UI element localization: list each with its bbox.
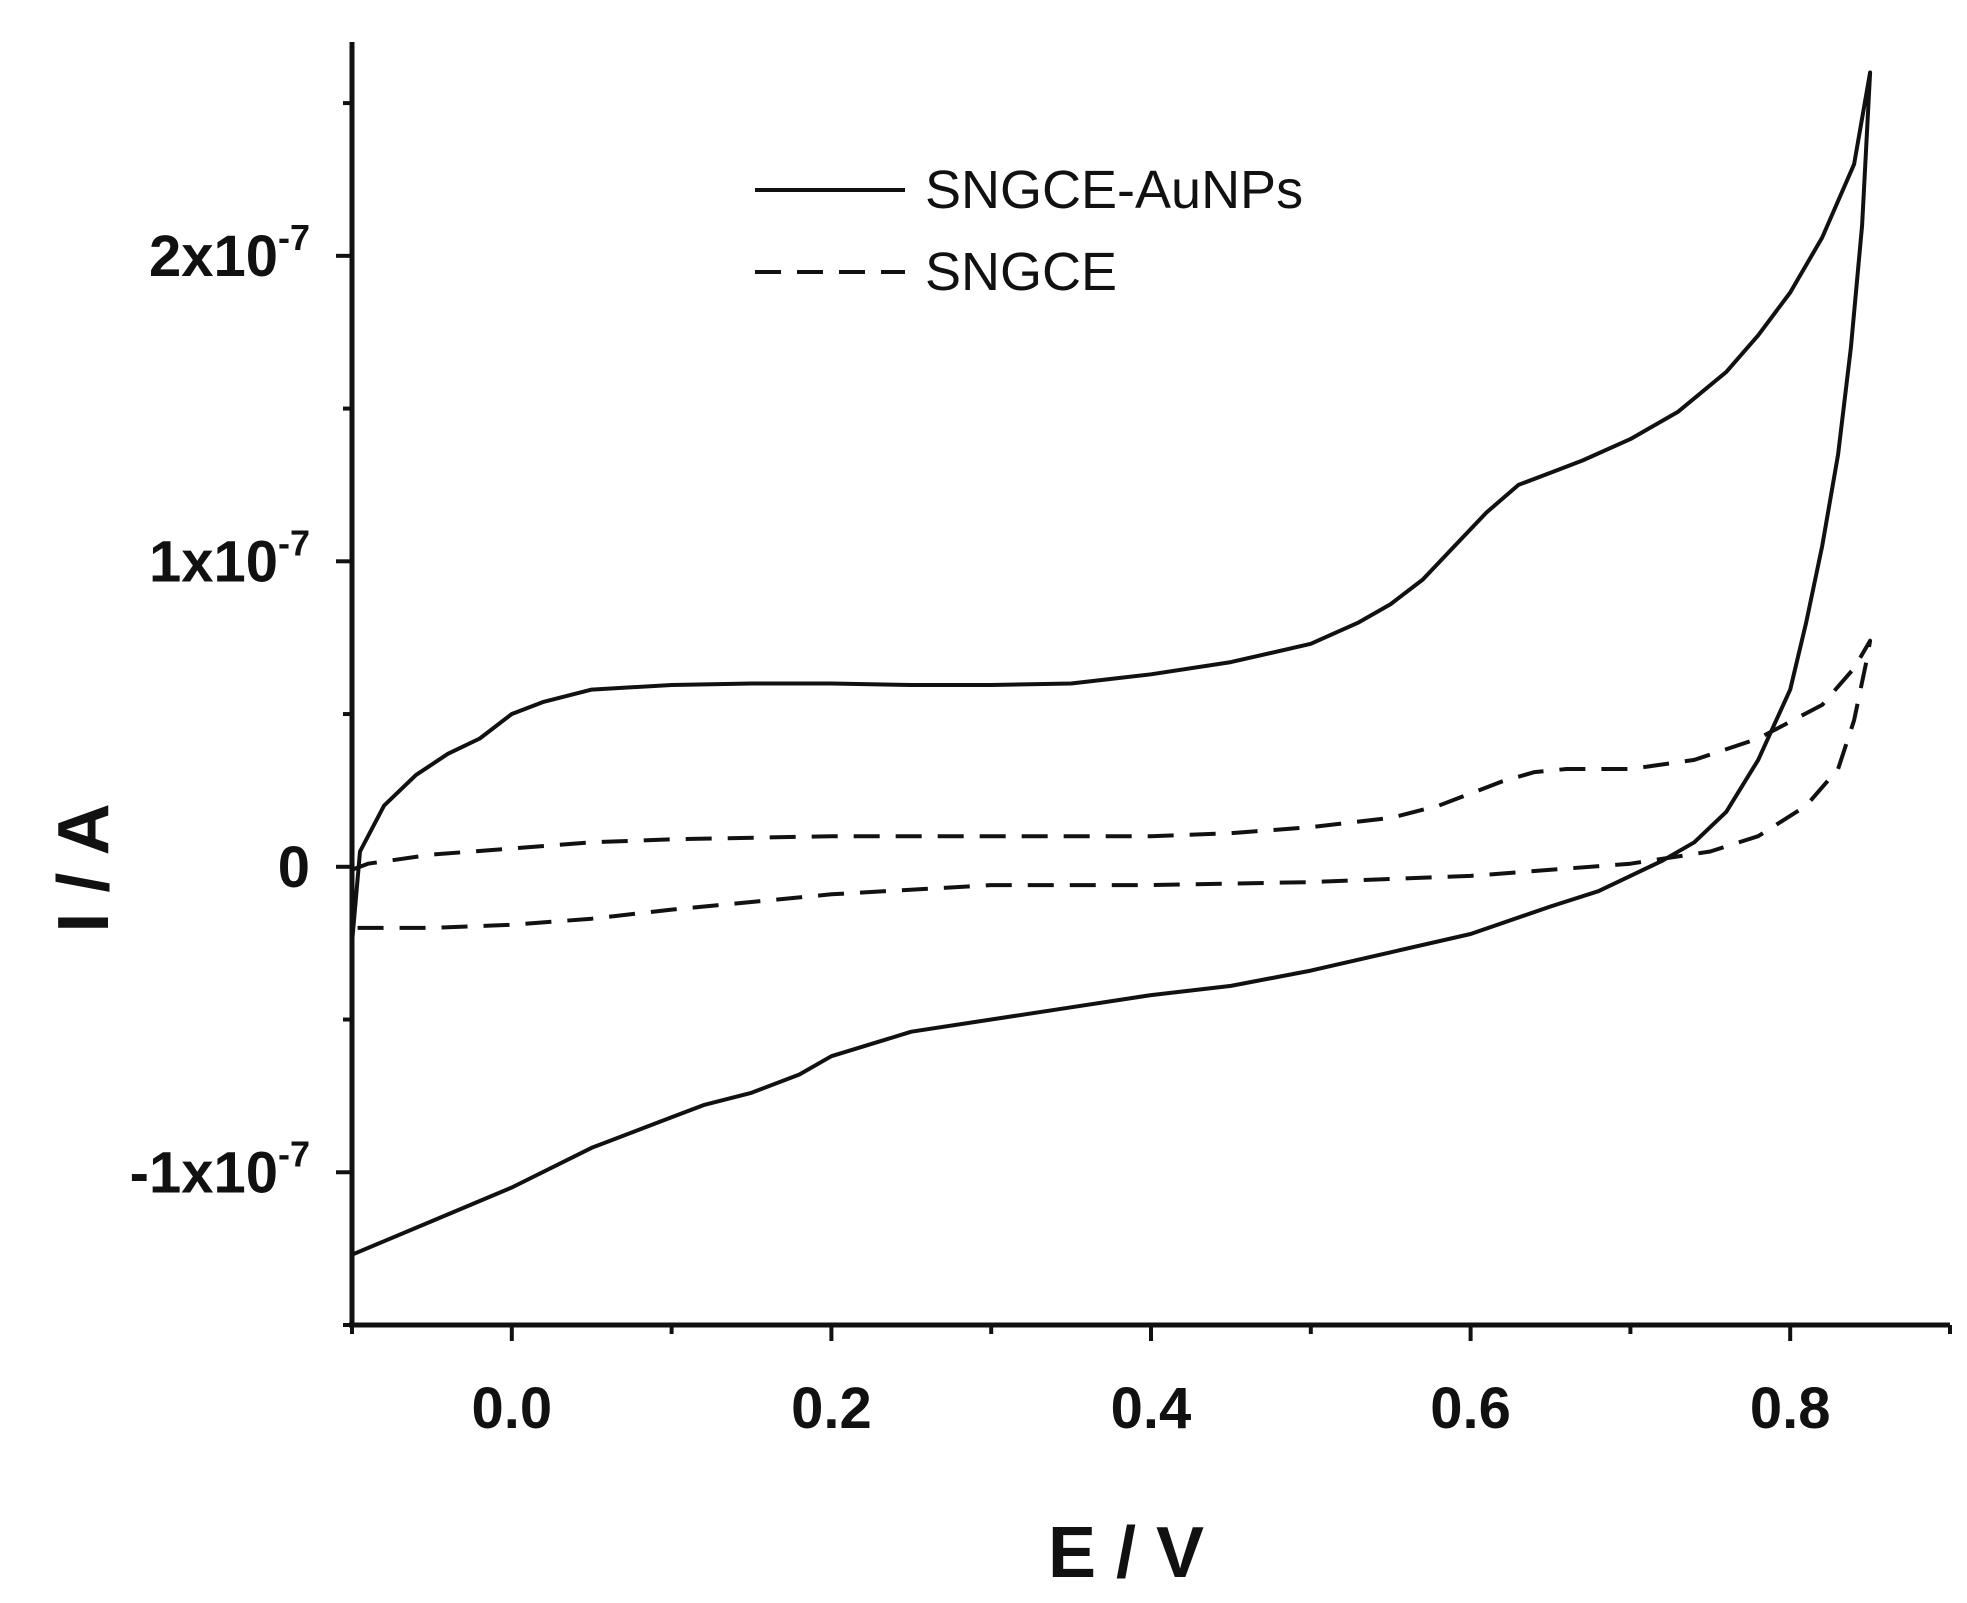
legend-label: SNGCE-AuNPs [925, 160, 1303, 220]
plot-lines [350, 70, 1873, 1257]
y-tick-exponent: -7 [278, 522, 310, 563]
y-tick-label: 0 [278, 835, 310, 900]
y-tick-mantissa: 2x10 [149, 224, 278, 289]
x-axis-title: E / V [1048, 1513, 1204, 1593]
x-tick-label: 0.2 [791, 1376, 872, 1441]
x-tick-label: 0.8 [1750, 1376, 1831, 1441]
series-line-sngce-aunps [350, 70, 1873, 1257]
y-tick-label: 2x10-7 [149, 217, 310, 289]
x-tick-group: 0.0 0.2 0.4 0.6 0.8 [350, 1325, 1952, 1441]
y-tick-mantissa: 0 [278, 835, 310, 900]
y-tick-label: 1x10-7 [149, 522, 310, 594]
y-tick-label: -1x10-7 [130, 1133, 310, 1205]
y-tick-mantissa: 1x10 [149, 529, 278, 594]
y-tick-exponent: -7 [278, 217, 310, 258]
x-tick-label: 0.0 [471, 1376, 552, 1441]
legend: SNGCE-AuNPs SNGCE [755, 160, 1303, 302]
series-line-sngce [351, 638, 1873, 930]
legend-label: SNGCE [925, 242, 1117, 302]
y-axis-title: I / A [44, 803, 124, 932]
x-tick-label: 0.6 [1430, 1376, 1511, 1441]
x-tick-label: 0.4 [1111, 1376, 1192, 1441]
y-tick-mantissa: -1x10 [130, 1140, 278, 1205]
y-tick-exponent: -7 [278, 1133, 310, 1174]
